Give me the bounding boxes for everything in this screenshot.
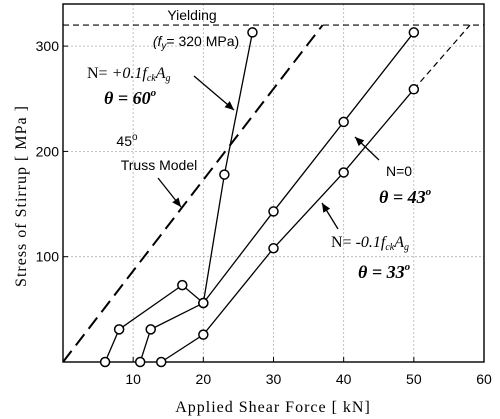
series1-line (104, 32, 254, 363)
series3-point-1 (155, 356, 167, 368)
series1-point-1 (99, 356, 111, 368)
series3-point-3 (268, 243, 279, 254)
y-tick-label-100: 100 (36, 249, 60, 265)
series3-label-A: A (393, 234, 404, 251)
series2-line (139, 32, 415, 363)
yielding-stress-label: (fy= 320 MPa) (153, 33, 239, 52)
truss-angle-label: 45o (116, 132, 138, 149)
series3-theta: θ = 33o (358, 261, 411, 282)
series1-label-ck: ck (147, 73, 156, 84)
series3-label-coef: -0.1 (356, 234, 381, 251)
series1-label-g: g (166, 73, 171, 84)
series3-label-prefix: N= (331, 234, 356, 251)
x-axis-title: Applied Shear Force [ kN] (175, 399, 371, 416)
series1-point-6 (247, 27, 258, 38)
series3-pointer-arrow-head (322, 203, 331, 213)
series3-extrapolation-line (413, 24, 471, 90)
series1-theta-value: θ = 60 (104, 88, 151, 108)
annotation-arrows (157, 75, 380, 230)
reference-lines (62, 24, 484, 363)
series2-point-6 (408, 27, 420, 38)
y-tick-label-200: 200 (36, 143, 60, 159)
truss-model-pointer-arrow-head (172, 197, 181, 207)
series1-theta: θ = 60o (104, 87, 157, 108)
x-tick-label-60: 60 (476, 371, 492, 387)
series2-point-1 (134, 356, 146, 368)
series2-theta: θ = 43o (379, 186, 432, 207)
series2-point-3 (198, 297, 209, 309)
tick-labels: 10 20 30 40 50 60 100 200 300 (36, 38, 492, 387)
truss-model-label: Truss Model (121, 157, 198, 173)
x-tick-label-30: 30 (266, 371, 282, 387)
series1-point-5 (219, 169, 230, 180)
y-axis-title: Stress of Stirrup [ MPa ] (13, 105, 30, 287)
x-tick-label-50: 50 (406, 371, 422, 387)
y-tick-label-300: 300 (36, 38, 60, 54)
x-tick-label-10: 10 (125, 371, 141, 387)
series3-label-f: f (381, 234, 388, 251)
x-tick-label-40: 40 (336, 371, 352, 387)
series1-point-3 (177, 279, 188, 291)
series3-line (160, 88, 415, 363)
series3-label-g: g (404, 242, 409, 253)
truss-model-line (62, 24, 324, 363)
series2-point-5 (338, 116, 349, 128)
series3-label: N= -0.1fckAg (331, 234, 409, 253)
x-tick-label-20: 20 (196, 371, 212, 387)
truss-angle-value: 45 (116, 133, 132, 149)
series1-label-prefix: N= (87, 65, 112, 82)
series1-pointer-arrow-head (224, 101, 234, 110)
series2-pointer-arrow-head (355, 137, 365, 147)
truss-angle-degree: o (132, 132, 138, 143)
series3-point-2 (198, 329, 209, 340)
series2-point-2 (145, 324, 156, 335)
yielding-label: Yielding (167, 7, 216, 23)
series1-label: N= +0.1fckAg (87, 65, 171, 84)
series3-point-4 (338, 167, 349, 178)
series2-theta-degree: o (426, 186, 432, 198)
yielding-sub-y: y (160, 41, 167, 52)
series3-theta-value: θ = 33 (358, 262, 405, 282)
yielding-sub-rest: = 320 MPa) (166, 33, 239, 49)
series1-theta-degree: o (151, 87, 157, 99)
grid (63, 4, 484, 362)
yielding-sub-f: (f (153, 33, 164, 49)
series2-point-4 (268, 206, 279, 217)
series2-theta-value: θ = 43 (379, 187, 426, 207)
series3-point-5 (408, 84, 420, 95)
series2-label: N=0 (386, 163, 412, 179)
series1-label-f: f (142, 65, 149, 82)
series1-label-A: A (155, 65, 166, 82)
series3-theta-degree: o (405, 261, 411, 273)
tick-marks (63, 45, 485, 362)
series1-point-2 (113, 324, 125, 335)
series3-label-ck: ck (385, 242, 394, 253)
series1-label-coef: +0.1 (112, 65, 143, 82)
data-series (99, 27, 420, 368)
